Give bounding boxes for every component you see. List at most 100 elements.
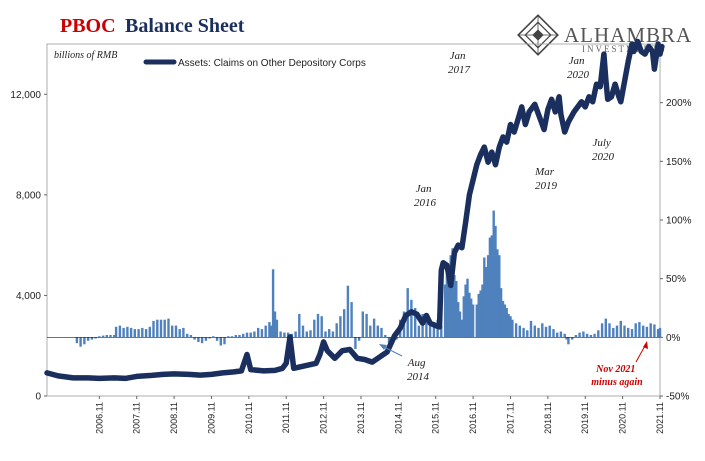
bar-144 (541, 323, 544, 338)
logo-name: ALHAMBRA (564, 23, 692, 47)
x-tick-label-11: 2017.11 (505, 402, 515, 434)
annotation-aug-2014: Aug 2014 (407, 357, 430, 383)
bar-56 (275, 319, 279, 338)
bar-150 (563, 333, 566, 338)
bar-40 (223, 337, 226, 345)
bar-92 (410, 299, 413, 338)
bar-53 (270, 325, 273, 338)
bar-63 (301, 325, 305, 338)
chart-title: PBOC Balance Sheet (60, 15, 245, 37)
x-tick-label-5: 2011.11 (281, 402, 291, 433)
bar-161 (600, 323, 604, 338)
bar-152 (567, 337, 570, 345)
bar-48 (253, 331, 256, 338)
bar-54 (271, 269, 275, 338)
bar-22 (156, 319, 159, 338)
annotation-mar-2019: Mar 2019 (534, 166, 557, 192)
bar-43 (234, 335, 237, 338)
bar-174 (649, 323, 652, 338)
bar-172 (642, 325, 645, 338)
bar-66 (313, 319, 316, 338)
bar-67 (316, 313, 320, 338)
bar-13 (122, 327, 125, 338)
bar-70 (328, 329, 331, 338)
bar-33 (197, 337, 200, 342)
bar-80 (365, 313, 368, 338)
chart-title-part1: PBOC (60, 15, 116, 37)
bar-116 (471, 304, 475, 338)
bar-107 (455, 281, 458, 338)
bar-65 (309, 330, 312, 338)
bar-142 (533, 325, 536, 338)
bar-21 (152, 320, 155, 338)
x-tick-label-9: 2015.11 (431, 402, 441, 434)
bar-50 (260, 329, 264, 338)
bar-69 (324, 331, 327, 338)
bar-82 (372, 318, 376, 338)
bar-149 (559, 331, 563, 338)
bar-171 (638, 322, 641, 338)
bar-127 (494, 225, 497, 338)
bar-28 (178, 329, 181, 338)
bar-7 (101, 335, 105, 338)
bar-105 (451, 248, 454, 338)
bar-117 (475, 304, 478, 338)
bar-111 (462, 296, 465, 338)
bar-115 (470, 298, 473, 338)
bar-138 (518, 325, 521, 338)
bar-159 (593, 333, 596, 338)
bar-156 (582, 331, 585, 338)
bar-68 (320, 316, 323, 338)
bar-147 (552, 329, 555, 338)
logo: ALHAMBRA INVESTMENTS (517, 14, 692, 56)
bar-170 (634, 323, 637, 338)
bar-58 (283, 332, 286, 338)
bar-121 (483, 257, 486, 338)
bar-166 (619, 320, 622, 338)
bar-2 (83, 337, 86, 345)
bar-35 (204, 337, 208, 341)
bar-9 (109, 335, 112, 338)
left-axis: 0 4,000 8,000 12,000 (10, 90, 47, 403)
bar-112 (464, 284, 467, 338)
bar-110 (460, 319, 464, 338)
x-tick-label-8: 2014.11 (393, 402, 403, 434)
bar-61 (294, 331, 297, 338)
bar-86 (387, 337, 391, 344)
bar-130 (499, 288, 503, 338)
line-series (44, 38, 665, 382)
x-tick-label-15: 2021.11 (655, 402, 665, 434)
bar-71 (331, 331, 335, 338)
bar-10 (113, 335, 116, 338)
bar-96 (425, 319, 428, 338)
bar-51 (264, 325, 267, 338)
bar-64 (305, 331, 308, 338)
x-axis: 2006.11 2007.11 2008.11 2009.11 2010.11 2011.… (94, 396, 665, 434)
bar-108 (457, 302, 460, 338)
bar-46 (245, 332, 249, 338)
bar-177 (658, 327, 662, 338)
bar-0 (75, 337, 79, 344)
bar-168 (627, 327, 630, 338)
x-tick-label-1: 2007.11 (132, 402, 142, 434)
bar-119 (479, 290, 482, 338)
bar-25 (167, 318, 170, 338)
bar-93 (414, 308, 417, 338)
bar-97 (428, 325, 432, 338)
bar-1 (79, 337, 82, 347)
bar-145 (544, 326, 548, 338)
annotation-nov-2021: Nov 2021 minus again (591, 364, 643, 388)
bar-19 (144, 329, 148, 338)
bar-109 (458, 311, 462, 338)
bar-3 (86, 337, 90, 341)
bar-76 (350, 302, 353, 338)
bar-30 (186, 333, 189, 338)
bar-157 (585, 333, 589, 338)
bar-126 (492, 210, 495, 338)
bar-122 (485, 266, 488, 338)
bar-42 (230, 336, 234, 338)
right-tick-label-4: 150% (666, 157, 692, 168)
logo-sub: INVESTMENTS (582, 44, 667, 54)
bar-57 (279, 331, 282, 338)
bar-49 (257, 327, 260, 338)
